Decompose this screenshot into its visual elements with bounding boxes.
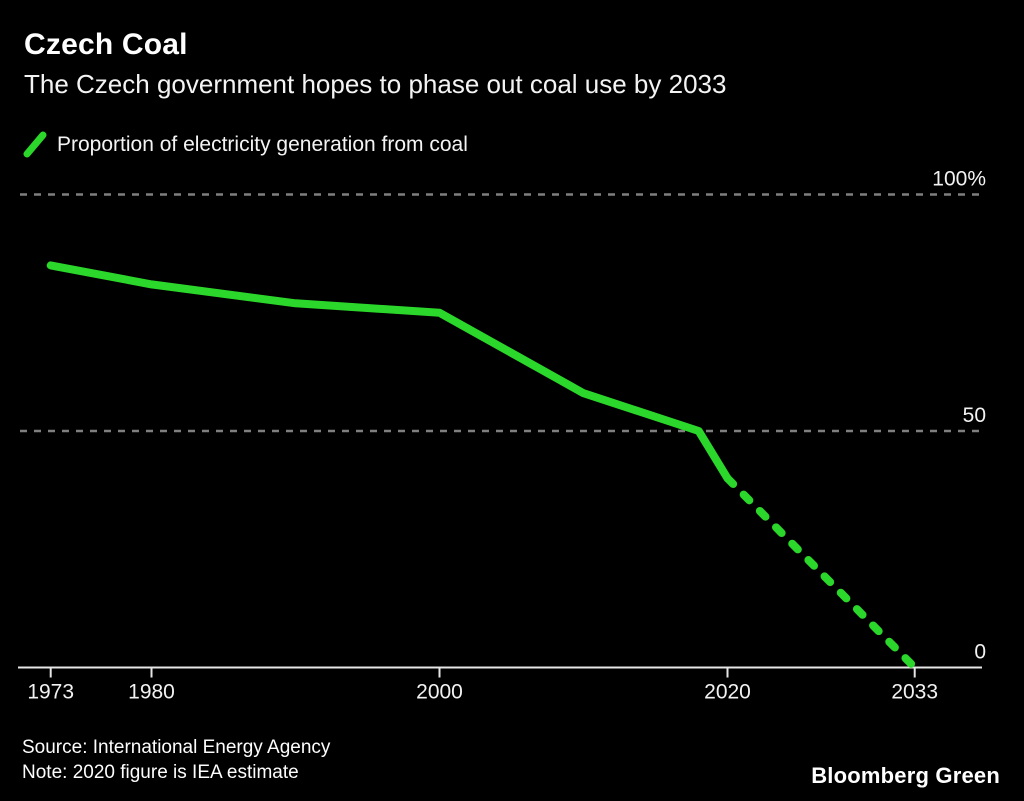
footer: Source: International Energy Agency Note…: [22, 735, 330, 785]
legend-slash-icon: [23, 131, 47, 158]
series-line-solid: [46, 261, 732, 483]
source-note: Source: International Energy Agency: [22, 737, 331, 758]
x-tick-label-1980: 1980: [128, 681, 175, 704]
page-title: Czech Coal: [24, 28, 188, 61]
y-tick-label-0: 0: [974, 641, 986, 664]
chart-subtitle: The Czech government hopes to phase out …: [24, 69, 727, 99]
legend-label: Proportion of electricity generation fro…: [57, 133, 468, 156]
x-tick-label-2000: 2000: [416, 681, 463, 704]
y-tick-label-50: 50: [963, 404, 986, 427]
x-tick-label-2033: 2033: [891, 681, 938, 704]
legend: Proportion of electricity generation fro…: [22, 131, 468, 159]
y-tick-label-100: 100%: [932, 168, 986, 191]
x-tick-label-2020: 2020: [704, 681, 751, 704]
series-line-dashed: [723, 474, 919, 672]
bloomberg-green-logo: Bloomberg Green: [811, 763, 1000, 788]
estimate-note: Note: 2020 figure is IEA estimate: [22, 762, 299, 783]
x-tick-label-1973: 1973: [27, 681, 74, 704]
